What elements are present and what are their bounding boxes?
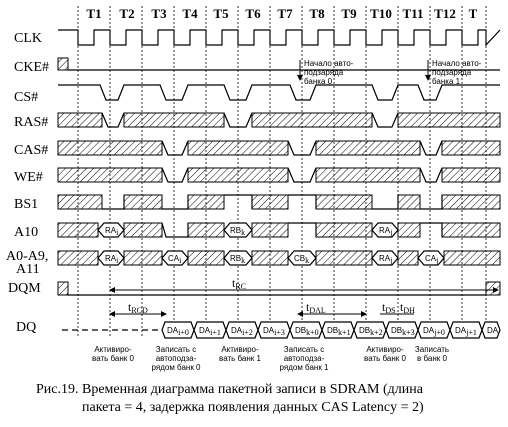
- command-note: автоподза-: [284, 354, 325, 363]
- command-note: автоподза-: [156, 354, 197, 363]
- we-waveform: [57, 167, 501, 183]
- period-label: T5: [213, 6, 229, 21]
- timing-annotations: tRC tRCD tDAL tDS tDH: [109, 276, 499, 317]
- cs-waveform: [58, 84, 500, 101]
- bs1-waveform: [57, 194, 501, 210]
- command-note: вать банк 1: [219, 354, 261, 363]
- precharge-annotations: Начало авто- подзаряда банка 0 Начало ав…: [297, 59, 482, 86]
- figure-caption-line2: пакета = 4, задержка появления данных CA…: [82, 400, 424, 415]
- period-label: T3: [151, 6, 167, 21]
- period-label: T12: [434, 6, 456, 21]
- address-cell: CBk: [294, 254, 309, 265]
- period-label: T10: [370, 6, 392, 21]
- precharge-bank0-note: Начало авто-: [304, 59, 354, 68]
- dq-data-label: DA: [487, 326, 499, 335]
- signal-name-a10: A10: [14, 225, 38, 240]
- figure-caption: Рис.19. Временная диаграмма пакетной зап…: [36, 382, 424, 397]
- dq-data-label: DAj+0: [423, 326, 445, 337]
- command-note: Активиро-: [221, 345, 259, 354]
- a10-waveform: RAi RBk RAj: [57, 222, 501, 238]
- signal-name-cas: CAS#: [14, 143, 48, 158]
- dq-data-label: DAi+1: [199, 326, 221, 337]
- address-cell: RBk: [230, 254, 245, 265]
- clk-waveform: [58, 29, 501, 47]
- ras-waveform: [57, 112, 501, 128]
- trcd-label: tRCD: [128, 300, 148, 315]
- command-note: Записать с: [284, 345, 324, 354]
- period-header: T1 T2 T3 T4 T5 T6 T7 T8 T9 T10 T11 T12 T: [86, 6, 477, 21]
- trc-label: tRC: [232, 276, 246, 291]
- command-note: рядом банк 0: [152, 363, 202, 372]
- signal-name-addr: A0-A9,: [6, 249, 48, 264]
- command-note: Записать: [415, 345, 449, 354]
- dqm-waveform: [57, 281, 501, 296]
- command-note: Записать с: [156, 345, 196, 354]
- signal-name-dq: DQ: [16, 320, 36, 335]
- command-note: Активиро-: [366, 345, 404, 354]
- command-note: Активиро-: [94, 345, 132, 354]
- tds-label: tDS: [382, 300, 396, 315]
- period-label: T6: [245, 6, 261, 21]
- address-cell: RAj: [379, 254, 392, 265]
- precharge-bank0-note: подзаряда: [304, 68, 344, 77]
- cas-waveform: [57, 140, 501, 156]
- period-label: T1: [86, 6, 101, 21]
- period-label: T11: [403, 6, 424, 21]
- dq-data-cell: [481, 321, 501, 339]
- signal-name-cke: CKE#: [14, 60, 49, 75]
- address-cell: CAi: [168, 254, 182, 265]
- command-notes: Активиро- вать банк 0 Записать с автопод…: [92, 345, 449, 372]
- a10-cell: RAj: [379, 226, 392, 237]
- signal-name-we: WE#: [14, 170, 43, 185]
- dq-data-label: DBk+3: [391, 326, 415, 337]
- address-cell: RAi: [105, 254, 119, 265]
- period-label: T2: [119, 6, 134, 21]
- a10-cell: RAi: [105, 226, 119, 237]
- address-cell: CAj: [425, 254, 438, 265]
- dq-data-label: DAi+0: [167, 326, 189, 337]
- dq-data-label: DAj+1: [455, 326, 477, 337]
- command-note: вать банк 0: [364, 354, 406, 363]
- signal-name-addr-2: A11: [16, 262, 40, 277]
- command-note: рядом банк 1: [280, 363, 330, 372]
- signal-name-clk: CLK: [14, 31, 42, 46]
- signal-names: CLK CKE# CS# RAS# CAS# WE# BS1 A10 A0-A9…: [6, 31, 49, 335]
- dq-waveform: DAi+0 DAi+1 DAi+2 DAi+3 DBk+0 DBk+1 DBk+2 DBk+3…: [62, 321, 501, 339]
- signal-name-dqm: DQM: [8, 281, 41, 296]
- dq-data-label: DBk+2: [359, 326, 383, 337]
- period-label: T8: [309, 6, 325, 21]
- precharge-bank1-note: Начало авто-: [432, 59, 482, 68]
- address-waveform: RAi CAi RBk CBk RAj CAj: [57, 250, 501, 266]
- precharge-bank1-note: банка 1: [432, 77, 461, 86]
- a10-cell: RBk: [230, 226, 245, 237]
- tdal-label: tDAL: [306, 300, 326, 315]
- period-label: T7: [277, 6, 293, 21]
- period-label: T: [469, 6, 478, 21]
- dq-data-label: DAi+2: [231, 326, 253, 337]
- period-label: T9: [341, 6, 357, 21]
- command-note: в банк 0: [417, 354, 447, 363]
- precharge-bank0-note: банка 0: [304, 77, 333, 86]
- signal-name-cs: CS#: [14, 90, 38, 105]
- command-note: вать банк 0: [92, 354, 134, 363]
- signal-name-ras: RAS#: [14, 115, 48, 130]
- dq-data-label: DBk+1: [327, 326, 351, 337]
- dq-data-label: DAi+3: [263, 326, 285, 337]
- signal-name-bs1: BS1: [14, 197, 38, 212]
- period-label: T4: [182, 6, 198, 21]
- dq-data-label: DBk+0: [295, 326, 319, 337]
- precharge-bank1-note: подзаряда: [432, 68, 472, 77]
- tdh-label: tDH: [400, 300, 415, 315]
